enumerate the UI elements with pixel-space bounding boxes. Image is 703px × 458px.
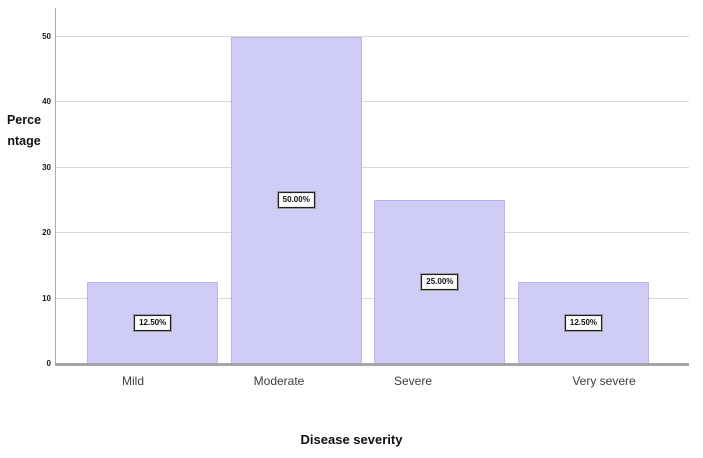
bar-value-label-severe: 25.00% <box>421 274 459 291</box>
y-axis-title-line-1: Perce <box>6 113 42 127</box>
y-tick-label-40: 40 <box>42 97 51 107</box>
bar-mild: 12.50% <box>87 282 219 364</box>
x-axis-line <box>55 363 689 366</box>
category-label-mild: Mild <box>121 374 145 388</box>
y-tick-label-30: 30 <box>42 162 51 172</box>
y-axis-title-line-2: ntage <box>7 134 41 148</box>
bar-moderate: 50.00% <box>230 36 362 364</box>
y-tick-label-10: 10 <box>42 293 51 303</box>
gridline-50 <box>56 35 689 37</box>
x-axis-category-labels: Mild Moderate Severe Very severe <box>55 374 688 394</box>
gridline-10 <box>56 297 689 299</box>
plot-area: 12.50% 50.00% 25.00% 12.50% <box>55 8 689 366</box>
y-tick-label-50: 50 <box>42 31 51 41</box>
category-label-very-severe: Very severe <box>572 374 636 388</box>
category-label-moderate: Moderate <box>253 374 305 388</box>
bar-severe: 25.00% <box>374 200 506 364</box>
y-tick-label-20: 20 <box>42 228 51 238</box>
gridline-20 <box>56 232 689 234</box>
x-axis-title: Disease severity <box>300 432 403 447</box>
y-axis-tick-labels: 0 10 20 30 40 50 <box>0 8 51 367</box>
gridline-40 <box>56 101 689 103</box>
bar-value-label-mild: 12.50% <box>134 315 172 332</box>
bar-value-label-very-severe: 12.50% <box>564 315 603 332</box>
gridline-30 <box>56 166 689 168</box>
y-axis-title: Perce ntage <box>4 110 44 152</box>
bar-value-label-moderate: 50.00% <box>277 192 315 209</box>
y-tick-label-0: 0 <box>46 359 51 368</box>
category-label-severe: Severe <box>393 374 433 388</box>
bar-very-severe: 12.50% <box>517 282 650 364</box>
